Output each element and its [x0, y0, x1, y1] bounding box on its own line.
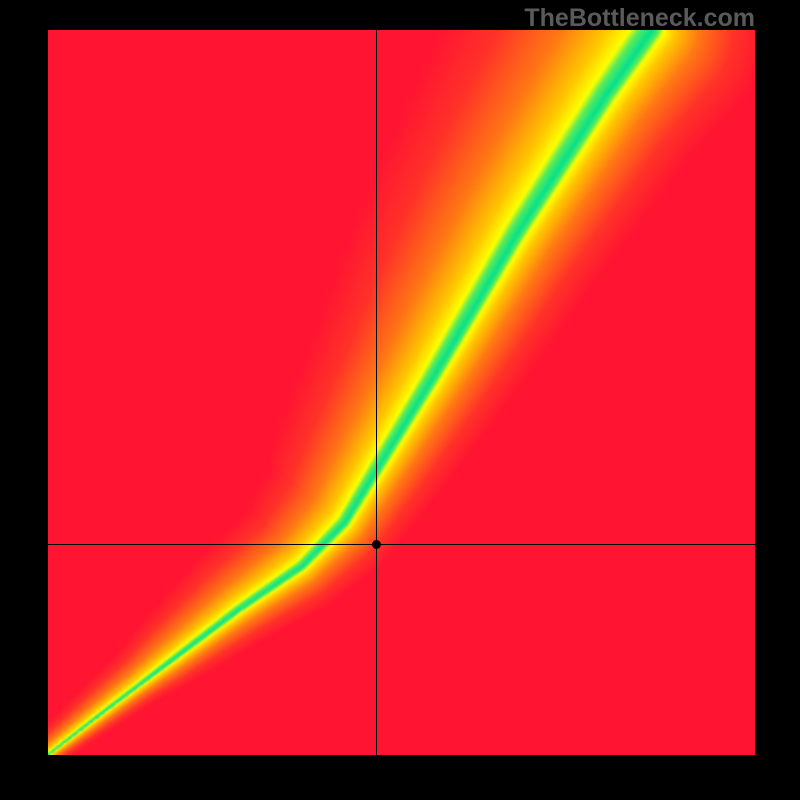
- watermark-text: TheBottleneck.com: [524, 4, 755, 33]
- chart-container: TheBottleneck.com: [0, 0, 800, 800]
- heatmap-canvas: [48, 30, 755, 755]
- crosshair-horizontal: [48, 544, 755, 545]
- crosshair-vertical: [376, 30, 377, 755]
- point-marker: [372, 540, 381, 549]
